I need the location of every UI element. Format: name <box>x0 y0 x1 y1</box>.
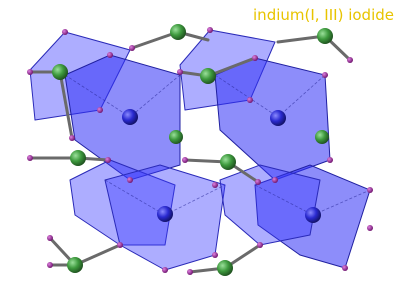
title: indium(I, III) iodide <box>253 6 394 24</box>
iodine-atoms <box>27 27 373 275</box>
indium-atoms <box>52 24 333 276</box>
polyhedra <box>29 29 371 271</box>
metal-atoms <box>122 109 321 223</box>
